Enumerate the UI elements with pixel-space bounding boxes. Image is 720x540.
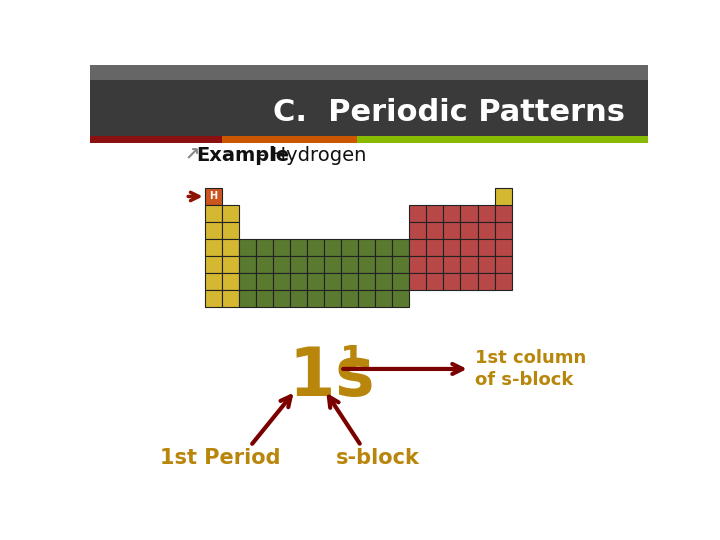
Bar — [256, 239, 273, 256]
Bar — [341, 273, 358, 289]
Bar — [426, 239, 444, 256]
Bar — [256, 256, 273, 273]
Bar — [495, 256, 512, 273]
Bar — [477, 205, 495, 222]
Bar — [358, 273, 375, 289]
Bar — [444, 239, 461, 256]
Text: 1st Period: 1st Period — [160, 448, 280, 468]
Bar — [273, 289, 290, 307]
Bar — [392, 256, 409, 273]
Bar — [324, 239, 341, 256]
Bar — [375, 239, 392, 256]
Bar — [495, 222, 512, 239]
Bar — [307, 256, 324, 273]
Text: $\mathbf{1}$: $\mathbf{1}$ — [339, 345, 364, 378]
Bar — [461, 273, 477, 289]
Bar — [341, 256, 358, 273]
Bar — [222, 205, 239, 222]
Bar — [444, 222, 461, 239]
Bar — [461, 205, 477, 222]
Bar — [426, 205, 444, 222]
Text: ↗: ↗ — [184, 147, 199, 165]
Text: 1st column
of s-block: 1st column of s-block — [475, 349, 586, 389]
Bar — [392, 273, 409, 289]
Bar — [358, 289, 375, 307]
Bar — [204, 205, 222, 222]
Bar — [90, 136, 222, 143]
Text: s-block: s-block — [336, 448, 420, 468]
Bar — [375, 273, 392, 289]
Bar — [392, 239, 409, 256]
Bar — [444, 205, 461, 222]
Bar — [204, 239, 222, 256]
Bar — [307, 273, 324, 289]
Text: $\mathbf{1s}$: $\mathbf{1s}$ — [287, 343, 372, 410]
Bar — [444, 256, 461, 273]
Bar — [204, 222, 222, 239]
Text: - Hydrogen: - Hydrogen — [252, 146, 366, 165]
Bar — [222, 239, 239, 256]
Text: C.  Periodic Patterns: C. Periodic Patterns — [273, 98, 625, 127]
Bar — [375, 256, 392, 273]
Bar — [204, 188, 222, 205]
Bar — [204, 256, 222, 273]
Bar — [256, 289, 273, 307]
Bar — [290, 256, 307, 273]
Bar — [409, 256, 426, 273]
Bar — [461, 222, 477, 239]
Bar — [239, 289, 256, 307]
Bar — [204, 289, 222, 307]
Text: H: H — [210, 192, 217, 201]
Bar — [409, 205, 426, 222]
Bar — [358, 239, 375, 256]
Bar — [375, 289, 392, 307]
Bar — [239, 273, 256, 289]
Bar — [426, 273, 444, 289]
Bar — [495, 273, 512, 289]
Bar — [461, 239, 477, 256]
Bar — [256, 273, 273, 289]
Bar — [495, 239, 512, 256]
Bar — [358, 256, 375, 273]
Bar — [290, 273, 307, 289]
Bar — [290, 289, 307, 307]
Bar — [409, 273, 426, 289]
Bar — [392, 289, 409, 307]
Bar — [426, 256, 444, 273]
Bar — [495, 188, 512, 205]
Bar — [222, 273, 239, 289]
Bar — [477, 239, 495, 256]
Bar — [239, 239, 256, 256]
Bar — [357, 136, 648, 143]
Bar — [273, 273, 290, 289]
Bar — [307, 289, 324, 307]
Bar — [324, 256, 341, 273]
Bar — [324, 273, 341, 289]
Bar — [239, 256, 256, 273]
Bar — [222, 136, 357, 143]
Bar — [273, 239, 290, 256]
Bar — [324, 289, 341, 307]
Bar — [204, 273, 222, 289]
Bar — [341, 289, 358, 307]
Bar — [90, 65, 648, 80]
Bar — [495, 205, 512, 222]
Bar — [307, 239, 324, 256]
Bar — [444, 273, 461, 289]
Bar — [409, 222, 426, 239]
Bar — [273, 256, 290, 273]
Bar — [222, 222, 239, 239]
Bar — [341, 239, 358, 256]
Bar — [477, 273, 495, 289]
Bar — [477, 222, 495, 239]
Bar — [409, 239, 426, 256]
Bar — [90, 80, 648, 136]
Bar — [477, 256, 495, 273]
Bar — [290, 239, 307, 256]
Bar — [222, 289, 239, 307]
Bar — [461, 256, 477, 273]
Bar — [426, 222, 444, 239]
Bar — [222, 256, 239, 273]
Text: Example: Example — [196, 146, 289, 165]
